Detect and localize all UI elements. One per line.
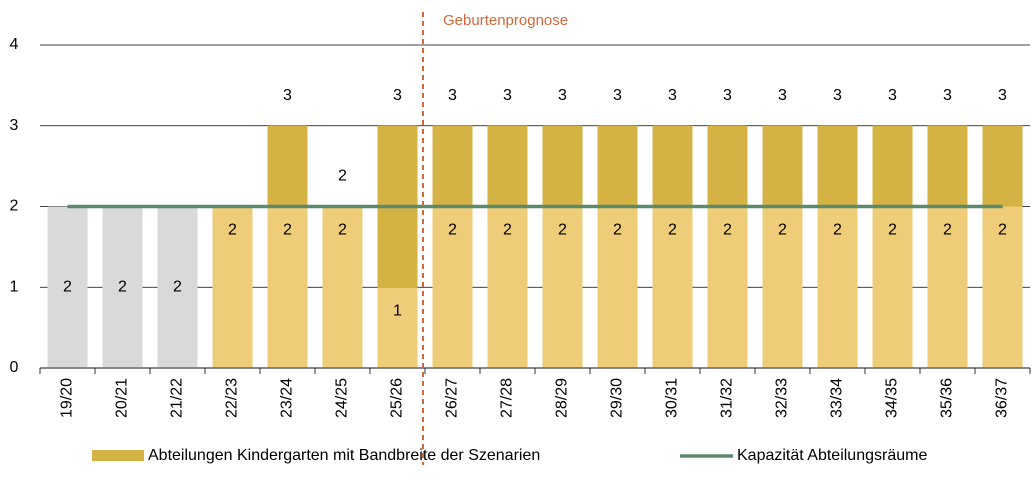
x-tick-label: 24/25 [334,378,351,418]
bar-range [597,125,638,207]
data-label: 1 [393,302,402,319]
data-label: 2 [943,222,952,239]
bar-base [432,206,473,368]
y-tick-label: 3 [10,117,19,134]
x-tick-label: 25/26 [389,378,406,418]
data-label: 3 [503,87,512,104]
data-label: 2 [723,222,732,239]
data-label: 2 [778,222,787,239]
y-tick-label: 2 [10,198,19,215]
bar-base [487,206,528,368]
x-tick-label: 26/27 [444,378,461,418]
bar-base [542,206,583,368]
bar-range [927,125,968,207]
bar-base [707,206,748,368]
y-tick-label: 4 [10,36,19,53]
data-label: 3 [998,87,1007,104]
data-label: 2 [228,222,237,239]
data-label: 3 [393,87,402,104]
bar-range [432,125,473,207]
bar-range [872,125,913,207]
data-label: 2 [338,222,347,239]
data-label: 2 [283,222,292,239]
bar-base [212,206,253,368]
x-tick-label: 31/32 [719,378,736,418]
x-tick-label: 36/37 [994,378,1011,418]
x-tick-label: 30/31 [664,378,681,418]
data-label: 2 [338,168,347,185]
data-label: 3 [668,87,677,104]
data-label: 3 [833,87,842,104]
bar-base [322,206,363,368]
bar-base [267,206,308,368]
data-label: 2 [998,222,1007,239]
bar-range [542,125,583,207]
data-label: 3 [888,87,897,104]
bar-range [982,125,1023,207]
bar-range [707,125,748,207]
bar-base [102,206,143,368]
x-tick-label: 34/35 [884,378,901,418]
data-label: 2 [503,222,512,239]
bar-base [872,206,913,368]
bar-range [487,125,528,207]
data-label: 2 [173,278,182,295]
x-tick-label: 29/30 [609,378,626,418]
data-label: 2 [558,222,567,239]
bar-base [377,287,418,368]
x-tick-label: 21/22 [169,378,186,418]
data-label: 2 [613,222,622,239]
data-label: 2 [833,222,842,239]
bar-base [762,206,803,368]
data-label: 2 [118,278,127,295]
y-tick-label: 1 [10,278,19,295]
bar-base [982,206,1023,368]
data-label: 2 [63,278,72,295]
x-tick-label: 28/29 [554,378,571,418]
bar-range [762,125,803,207]
x-tick-label: 23/24 [279,378,296,418]
data-label: 3 [723,87,732,104]
data-label: 3 [943,87,952,104]
x-tick-label: 32/33 [774,378,791,418]
data-label: 3 [448,87,457,104]
annotation: Geburtenprognose [443,12,568,29]
bar-base [817,206,858,368]
bar-base [927,206,968,368]
bar-base [597,206,638,368]
data-label: 2 [448,222,457,239]
legend-label: Kapazität Abteilungsräume [737,447,927,464]
x-tick-label: 35/36 [939,378,956,418]
data-label: 3 [558,87,567,104]
x-tick-label: 33/34 [829,378,846,418]
data-label: 3 [613,87,622,104]
legend-swatch [92,450,144,461]
data-label: 3 [283,87,292,104]
x-tick-label: 20/21 [114,378,131,418]
bar-base [157,206,198,368]
bar-range [652,125,693,207]
bar-base [652,206,693,368]
bar-range [817,125,858,207]
bar-base [47,206,88,368]
x-tick-label: 27/28 [499,378,516,418]
data-label: 2 [668,222,677,239]
legend-label: Abteilungen Kindergarten mit Bandbreite … [148,447,540,464]
bar-range [267,125,308,207]
data-label: 2 [888,222,897,239]
y-tick-label: 0 [10,359,19,376]
data-label: 3 [778,87,787,104]
x-tick-label: 22/23 [224,378,241,418]
x-tick-label: 19/20 [59,378,76,418]
